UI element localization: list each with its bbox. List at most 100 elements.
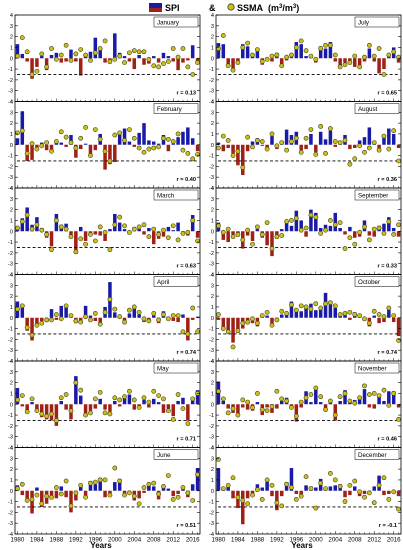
ssma-point-october-1990	[264, 309, 270, 315]
x-tick-label-right-1984: 1984	[231, 537, 245, 544]
ssma-point-november-1987	[250, 405, 255, 410]
ssma-point-april-2015	[185, 331, 191, 337]
ssma-point-august-1983	[230, 153, 236, 158]
ssma-point-february-2002	[122, 138, 127, 143]
ssma-point-june-1980	[15, 486, 20, 491]
spi-bar-february-2006	[142, 123, 146, 145]
spi-bar-october-2017	[396, 317, 401, 337]
month-label-box-july	[354, 16, 400, 28]
ssma-point-august-1997	[298, 149, 304, 155]
ssma-point-august-1996	[293, 135, 299, 141]
y-tick-label-april--2: -2	[8, 337, 13, 343]
spi-bar-february-1998	[103, 144, 107, 170]
spi-bar-march-1994	[83, 231, 88, 241]
ssma-point-march-2002	[122, 223, 127, 229]
ssma-point-june-1996	[92, 479, 98, 485]
ssma-point-january-1996	[92, 50, 98, 56]
spi-bar-november-1990	[265, 404, 269, 408]
spi-bar-may-1995	[88, 404, 93, 411]
spi-bar-february-1990	[64, 144, 68, 147]
spi-bar-june-1991	[69, 490, 73, 513]
spi-bar-may-2009	[156, 402, 161, 405]
spi-bar-may-1980	[15, 388, 20, 405]
ssma-point-march-2011	[165, 235, 171, 241]
spi-bar-october-1998	[304, 305, 308, 318]
ssma-point-august-1987	[250, 144, 255, 150]
spi-bar-august-1983	[231, 144, 235, 154]
spi-bar-august-2002	[323, 139, 328, 145]
ssma-point-august-2017	[396, 158, 401, 164]
spi-bar-september-1995	[289, 225, 294, 232]
ssma-point-may-2016	[190, 396, 196, 402]
spi-bar-september-1997	[299, 220, 303, 232]
panel-september: -4 -3 -2 -1 0 1 2 3 4 September r = 0.33	[209, 186, 402, 279]
ssma-point-april-1995	[88, 317, 93, 323]
ssma-point-december-1990	[264, 477, 270, 483]
ssma-point-march-1981	[19, 219, 25, 224]
ssma-point-november-1993	[279, 396, 285, 402]
ssma-point-may-2010	[161, 396, 166, 402]
ssma-point-july-1994	[284, 54, 289, 60]
y-tick-label-may--1: -1	[8, 413, 13, 419]
ssma-point-april-1986	[44, 317, 50, 323]
spi-bar-october-1991	[270, 317, 274, 325]
ssma-point-november-2016	[391, 391, 397, 396]
ssma-point-october-2007	[347, 309, 353, 315]
ssma-point-october-2012	[371, 308, 377, 314]
ssma-point-february-1986	[44, 140, 50, 145]
y-tick-label-february-4: 4	[10, 100, 13, 106]
ssma-point-october-2008	[352, 312, 358, 317]
spi-bar-october-2003	[328, 301, 333, 318]
ssma-point-february-2004	[131, 135, 137, 141]
spi-bar-january-2006	[142, 58, 146, 65]
spi-bar-september-1981	[221, 231, 226, 240]
ssma-point-november-2005	[337, 394, 343, 400]
y-tick-label-january--4: -4	[8, 100, 13, 106]
ssma-point-march-1984	[34, 222, 40, 228]
ssma-point-june-1987	[49, 494, 54, 500]
y-tick-label-august-4: 4	[211, 100, 214, 106]
ssma-point-october-1989	[259, 313, 265, 318]
month-label-december: December	[358, 452, 387, 459]
ssma-point-january-1997	[97, 46, 103, 51]
spi-bar-april-1990	[64, 306, 68, 318]
spi-bar-may-1993	[78, 395, 83, 405]
correlation-label-october: r = 0.74	[378, 350, 398, 356]
legend-ampersand: &	[209, 3, 216, 13]
panel-october: -4 -3 -2 -1 0 1 2 3 4 October r = 0.74	[209, 273, 402, 365]
ssma-point-may-1995	[88, 410, 93, 416]
spi-bar-december-2003	[328, 486, 333, 491]
y-tick-label-may--3: -3	[8, 435, 13, 441]
ssma-point-december-1996	[293, 496, 299, 502]
ssma-point-september-1989	[259, 232, 265, 237]
spi-bar-january-2009	[156, 58, 161, 63]
spi-bar-august-1990	[265, 144, 269, 148]
spi-bar-october-1984	[236, 317, 240, 333]
ssma-point-september-1990	[264, 220, 270, 225]
y-tick-label-january-3: 3	[10, 24, 13, 30]
ssma-point-march-1983	[29, 226, 35, 232]
y-tick-label-september--1: -1	[209, 240, 214, 246]
ssma-point-march-2014	[180, 231, 186, 236]
y-tick-label-november-4: 4	[211, 359, 214, 365]
ssma-point-july-1983	[230, 67, 236, 73]
ssma-point-may-2009	[156, 393, 162, 398]
ssma-point-november-2003	[328, 398, 333, 404]
ssma-point-may-2015	[185, 421, 191, 427]
spi-bar-july-1982	[226, 58, 230, 65]
ssma-point-april-2002	[122, 319, 127, 325]
ssma-point-january-1991	[68, 58, 74, 63]
ssma-point-june-1982	[24, 498, 30, 503]
y-tick-label-july-0: 0	[211, 56, 214, 62]
legend-unit-mid: /m	[282, 3, 293, 13]
spi-bar-november-2009	[357, 398, 362, 405]
spi-bar-march-2007	[147, 228, 151, 232]
x-tick-label-left-1980: 1980	[11, 537, 25, 544]
y-tick-label-september-3: 3	[211, 197, 214, 203]
ssma-point-june-1985	[39, 501, 45, 507]
x-axis-title-right: Years	[291, 541, 313, 550]
correlation-label-march: r = 0.63	[177, 264, 196, 270]
legend: SPI & SSMA (m3/m3)	[149, 3, 299, 13]
spi-bar-february-1989	[59, 142, 64, 145]
legend-ssma-marker	[227, 3, 235, 11]
